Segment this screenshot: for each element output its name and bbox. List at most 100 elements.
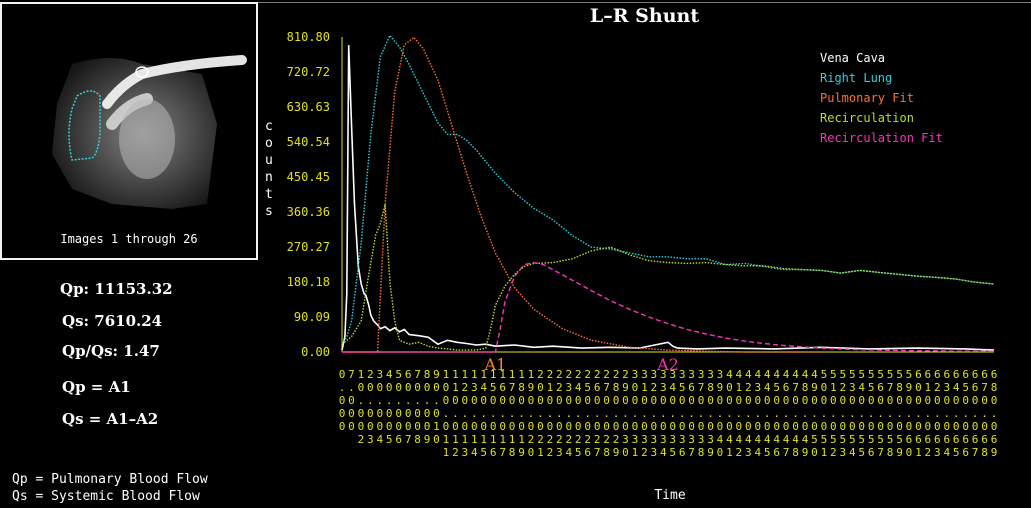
x-tick-char: 6	[972, 433, 979, 446]
x-tick-char: 4	[726, 433, 733, 446]
x-tick-char: 7	[414, 368, 421, 381]
y-tick-label: 540.54	[287, 135, 330, 149]
x-tick-char: .	[943, 407, 950, 420]
x-tick-char: 0	[509, 394, 516, 407]
y-tick-label: 810.80	[287, 30, 330, 44]
x-tick-char: 5	[858, 446, 865, 459]
scan-thumbnail: Images 1 through 26	[0, 2, 258, 260]
footnote-qs: Qs = Systemic Blood Flow	[12, 489, 200, 504]
x-tick-char: .	[509, 407, 516, 420]
x-tick-char: .	[414, 394, 421, 407]
x-tick-char: .	[726, 407, 733, 420]
x-tick-char: 0	[594, 394, 601, 407]
x-tick-label: 220.023	[556, 368, 563, 459]
x-tick-char: 6	[395, 433, 402, 446]
y-tick-label: 0.00	[301, 345, 330, 359]
x-tick-char: 7	[972, 446, 979, 459]
x-tick-label: 140.015	[480, 368, 487, 459]
x-tick-char: .	[358, 394, 365, 407]
x-tick-char: .	[887, 407, 894, 420]
x-tick-char: 9	[991, 446, 998, 459]
x-tick-char: .	[868, 407, 875, 420]
x-tick-char: 7	[792, 381, 799, 394]
x-tick-char: 0	[339, 394, 346, 407]
x-tick-char: 5	[962, 381, 969, 394]
x-tick-char: 0	[414, 420, 421, 433]
y-axis-label-char: s	[265, 204, 273, 219]
x-tick-char: 4	[745, 368, 752, 381]
x-tick-char: 5	[839, 368, 846, 381]
x-tick-char: 9	[518, 446, 525, 459]
x-tick-char: 1	[528, 368, 535, 381]
x-tick-char: 2	[462, 381, 469, 394]
x-tick-label: 630.064	[943, 368, 950, 459]
x-tick-label: 490.050	[811, 368, 818, 459]
x-tick-char: 1	[490, 368, 497, 381]
x-tick-label: 410.042	[736, 368, 743, 459]
x-tick-label: 60.007	[405, 368, 412, 446]
x-tick-char: 5	[953, 446, 960, 459]
x-tick-char: 0	[452, 394, 459, 407]
x-tick-char: 0	[792, 420, 799, 433]
x-tick-char: 3	[745, 446, 752, 459]
x-tick-char: 5	[868, 381, 875, 394]
x-tick-char: .	[688, 407, 695, 420]
x-tick-char: 8	[802, 381, 809, 394]
x-tick-char: 0	[887, 420, 894, 433]
x-tick-char: .	[707, 407, 714, 420]
x-tick-char: 0	[991, 420, 998, 433]
x-tick-char: 1	[632, 446, 639, 459]
x-tick-char: 0	[698, 420, 705, 433]
x-tick-char: 6	[953, 433, 960, 446]
x-tick-char: 6	[991, 368, 998, 381]
series-recirculation	[341, 204, 995, 351]
x-tick-char: 1	[480, 433, 487, 446]
x-tick-char: 0	[565, 394, 572, 407]
x-tick-char: 0	[632, 420, 639, 433]
x-tick-char: 0	[367, 381, 374, 394]
x-tick-char: 0	[792, 394, 799, 407]
x-tick-label: 380.039	[707, 368, 714, 459]
x-tick-char: 0	[877, 394, 884, 407]
x-tick-char: .	[386, 394, 393, 407]
x-tick-char: 9	[707, 446, 714, 459]
x-tick-char: 0	[726, 420, 733, 433]
x-tick-char: 0	[490, 420, 497, 433]
qs-value: Qs: 7610.24	[62, 312, 163, 330]
x-tick-char: 1	[358, 368, 365, 381]
x-tick-char: 2	[603, 368, 610, 381]
x-tick-label: 450.046	[773, 368, 780, 459]
x-tick-label: 80.009	[424, 368, 431, 446]
x-tick-char: 6	[584, 446, 591, 459]
x-tick-char: .	[764, 407, 771, 420]
y-tick-label: 630.63	[287, 100, 330, 114]
x-tick-char: 1	[443, 446, 450, 459]
x-tick-label: 480.049	[802, 368, 809, 459]
x-tick-char: 0	[821, 381, 828, 394]
x-tick-char: 6	[934, 433, 941, 446]
x-tick-char: 0	[660, 394, 667, 407]
x-tick-char: 0	[414, 381, 421, 394]
annotation-a1: A1	[484, 355, 507, 374]
x-tick-char: 0	[839, 420, 846, 433]
x-tick-char: 1	[499, 368, 506, 381]
x-tick-char: 0	[830, 420, 837, 433]
x-tick-char: 0	[547, 420, 554, 433]
x-tick-label: 670.068	[981, 368, 988, 459]
x-tick-char: 7	[594, 446, 601, 459]
x-tick-char: 4	[849, 446, 856, 459]
x-tick-char: 0	[783, 420, 790, 433]
x-tick-char: 2	[537, 433, 544, 446]
x-tick-char: .	[443, 407, 450, 420]
x-tick-char: 7	[877, 446, 884, 459]
x-tick-char: 0	[443, 381, 450, 394]
x-tick-label: 570.058	[887, 368, 894, 459]
y-tick-label: 450.45	[287, 170, 330, 184]
x-tick-char: 9	[811, 381, 818, 394]
x-tick-char: 0	[915, 394, 922, 407]
x-tick-char: 4	[764, 433, 771, 446]
series-lines	[341, 34, 995, 353]
x-tick-char: .	[424, 394, 431, 407]
x-tick-char: 4	[736, 368, 743, 381]
x-tick-label: 260.027	[594, 368, 601, 459]
